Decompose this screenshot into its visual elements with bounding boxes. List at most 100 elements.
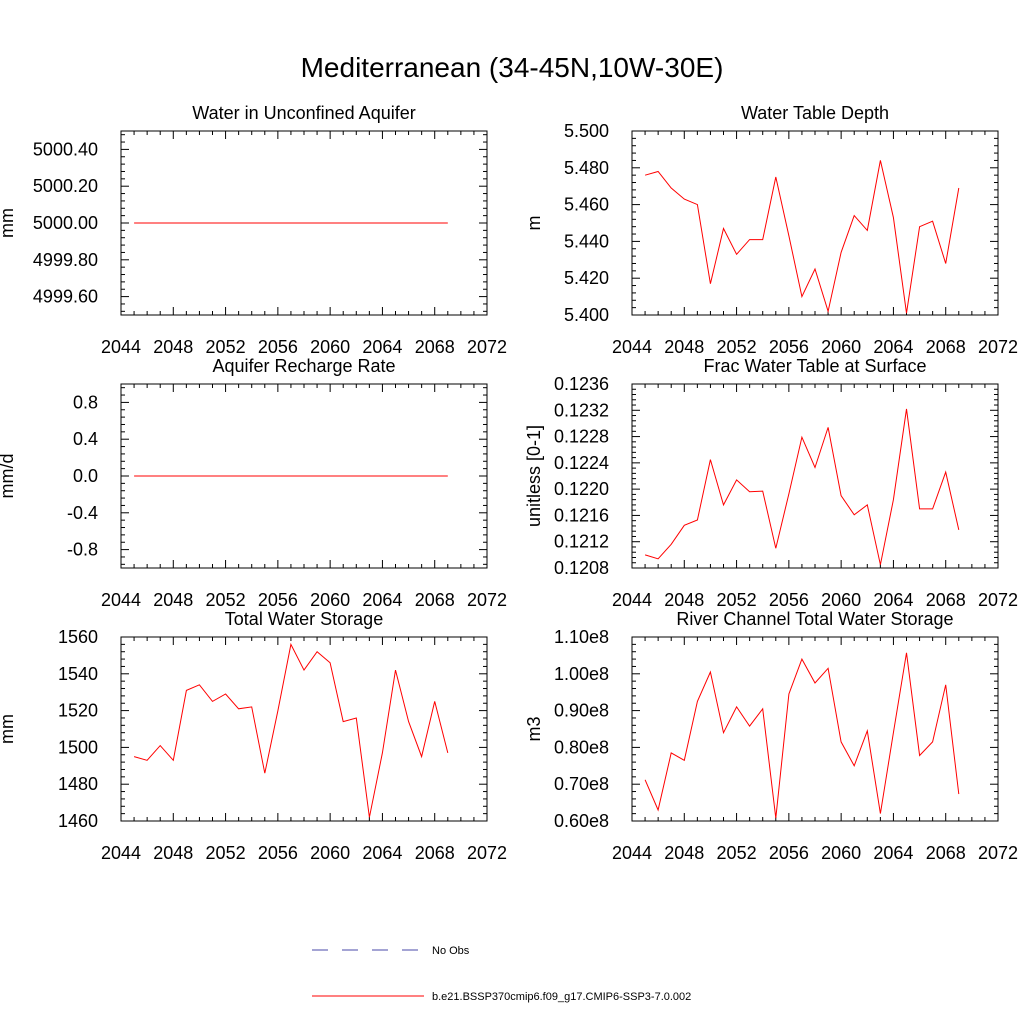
y-axis-label: m3 xyxy=(524,716,544,741)
x-tick-label: 2052 xyxy=(206,337,246,357)
y-tick-label: 0.1216 xyxy=(554,505,609,525)
y-tick-label: 5000.20 xyxy=(33,176,98,196)
panel-title: Total Water Storage xyxy=(225,609,383,629)
y-tick-label: 5.420 xyxy=(564,268,609,288)
y-tick-label: 5000.00 xyxy=(33,213,98,233)
y-tick-label: 1460 xyxy=(58,811,98,831)
y-tick-label: 5000.40 xyxy=(33,139,98,159)
x-tick-label: 2056 xyxy=(769,843,809,863)
chart-panel-6: River Channel Total Water Storage 2044 204… xyxy=(524,609,1018,863)
y-tick-label: 0.1236 xyxy=(554,374,609,394)
panel-title: Water in Unconfined Aquifer xyxy=(192,103,415,123)
x-tick-label: 2056 xyxy=(258,590,298,610)
x-tick-label: 2048 xyxy=(153,337,193,357)
y-tick-label: 1540 xyxy=(58,664,98,684)
y-tick-label: 4999.60 xyxy=(33,287,98,307)
x-tick-label: 2072 xyxy=(978,337,1018,357)
x-tick-label: 2044 xyxy=(101,337,141,357)
chart-panel-3: Aquifer Recharge Rate 2044 2048 2052 2056 206… xyxy=(0,356,507,610)
x-tick-label: 2048 xyxy=(153,843,193,863)
x-tick-label: 2056 xyxy=(258,337,298,357)
x-tick-label: 2072 xyxy=(978,590,1018,610)
x-tick-label: 2052 xyxy=(717,337,757,357)
x-tick-label: 2044 xyxy=(101,843,141,863)
x-tick-label: 2044 xyxy=(612,843,652,863)
panel-title: Water Table Depth xyxy=(741,103,889,123)
x-tick-label: 2052 xyxy=(206,843,246,863)
y-tick-label: 0.1208 xyxy=(554,558,609,578)
y-tick-label: 1480 xyxy=(58,774,98,794)
x-tick-label: 2056 xyxy=(258,843,298,863)
y-tick-label: 0.60e8 xyxy=(554,811,609,831)
y-tick-label: 0.8 xyxy=(73,392,98,412)
plot-frame xyxy=(120,636,488,822)
x-tick-label: 2068 xyxy=(415,843,455,863)
y-tick-label: 0.1232 xyxy=(554,400,609,420)
figure-title: Mediterranean (34-45N,10W-30E) xyxy=(300,52,724,83)
x-tick-label: 2068 xyxy=(926,337,966,357)
panel-title: Frac Water Table at Surface xyxy=(703,356,926,376)
x-tick-label: 2052 xyxy=(717,590,757,610)
x-tick-label: 2072 xyxy=(467,590,507,610)
x-tick-label: 2072 xyxy=(978,843,1018,863)
y-axis-label: m xyxy=(524,216,544,231)
x-tick-label: 2064 xyxy=(873,843,913,863)
x-tick-label: 2068 xyxy=(926,590,966,610)
chart-panel-4: Frac Water Table at Surface 2044 2048 2052 2… xyxy=(524,356,1018,610)
x-tick-label: 2044 xyxy=(612,337,652,357)
x-tick-label: 2068 xyxy=(415,590,455,610)
chart-panel-1: Water in Unconfined Aquifer 2044 2048 2052 2… xyxy=(0,103,507,357)
y-tick-label: 1520 xyxy=(58,701,98,721)
x-tick-label: 2064 xyxy=(873,337,913,357)
x-tick-label: 2068 xyxy=(926,843,966,863)
y-tick-label: 1.10e8 xyxy=(554,627,609,647)
x-tick-label: 2044 xyxy=(612,590,652,610)
y-tick-label: 1560 xyxy=(58,627,98,647)
x-tick-label: 2064 xyxy=(362,590,402,610)
panel-title: Aquifer Recharge Rate xyxy=(212,356,395,376)
series-line xyxy=(644,160,960,314)
x-tick-label: 2056 xyxy=(769,337,809,357)
x-tick-label: 2068 xyxy=(415,337,455,357)
series-line xyxy=(644,652,960,819)
chart-panel-2: Water Table Depth 2044 2048 2052 2056 2060 206… xyxy=(524,103,1018,357)
x-tick-label: 2064 xyxy=(873,590,913,610)
legend: No Obs b.e21.BSSP370cmip6.f09_g17.CMIP6-S… xyxy=(312,945,691,1003)
x-tick-label: 2060 xyxy=(310,590,350,610)
x-tick-label: 2072 xyxy=(467,843,507,863)
x-tick-label: 2048 xyxy=(664,843,704,863)
series-line xyxy=(644,408,960,565)
y-tick-label: 5.480 xyxy=(564,158,609,178)
x-tick-label: 2056 xyxy=(769,590,809,610)
plot-frame xyxy=(631,130,999,316)
panel-title: River Channel Total Water Storage xyxy=(676,609,953,629)
series-line xyxy=(133,642,449,818)
y-tick-label: 0.4 xyxy=(73,429,98,449)
plot-frame xyxy=(631,383,999,569)
y-tick-label: 0.1220 xyxy=(554,479,609,499)
y-tick-label: 0.90e8 xyxy=(554,701,609,721)
y-tick-label: 5.500 xyxy=(564,121,609,141)
x-tick-label: 2048 xyxy=(664,590,704,610)
x-tick-label: 2060 xyxy=(821,337,861,357)
y-tick-label: 0.80e8 xyxy=(554,737,609,757)
y-tick-label: 1.00e8 xyxy=(554,664,609,684)
y-tick-label: 1500 xyxy=(58,737,98,757)
x-tick-label: 2048 xyxy=(664,337,704,357)
x-tick-label: 2052 xyxy=(717,843,757,863)
y-tick-label: 5.460 xyxy=(564,195,609,215)
x-tick-label: 2064 xyxy=(362,337,402,357)
y-tick-label: 4999.80 xyxy=(33,250,98,270)
y-axis-label: mm xyxy=(0,714,17,744)
x-tick-label: 2044 xyxy=(101,590,141,610)
y-tick-label: 0.1228 xyxy=(554,427,609,447)
x-tick-label: 2064 xyxy=(362,843,402,863)
plot-frame xyxy=(631,636,999,822)
y-axis-label: mm/d xyxy=(0,454,17,499)
chart-panel-5: Total Water Storage 2044 2048 2052 2056 2060 2… xyxy=(0,609,507,863)
y-tick-label: -0.4 xyxy=(67,503,98,523)
x-tick-label: 2052 xyxy=(206,590,246,610)
y-axis-label: mm xyxy=(0,208,17,238)
y-tick-label: 5.440 xyxy=(564,231,609,251)
